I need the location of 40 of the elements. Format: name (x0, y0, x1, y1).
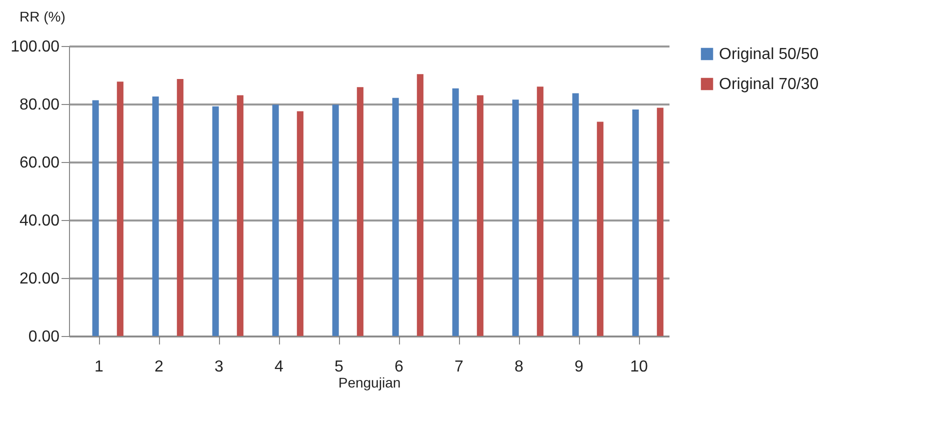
bar (332, 104, 339, 336)
bar (356, 87, 364, 336)
y-tick-label: 20.00 (19, 270, 60, 288)
bar (272, 104, 279, 336)
bar (152, 96, 159, 336)
bar (656, 108, 664, 336)
bar (512, 100, 519, 336)
y-tick-label: 100.00 (10, 38, 60, 56)
bar (296, 111, 304, 336)
bar (212, 106, 219, 336)
y-tick-label: 60.00 (19, 154, 60, 172)
x-tick-label: 5 (334, 358, 344, 376)
x-tick-label: 1 (94, 358, 104, 376)
x-tick-label: 3 (214, 358, 224, 376)
bar (596, 122, 604, 336)
bar (632, 110, 639, 336)
bar (236, 95, 244, 336)
bar (452, 88, 459, 336)
y-tick-label: 0.00 (28, 328, 60, 346)
bar (392, 98, 399, 336)
x-tick-label: 6 (394, 358, 404, 376)
bar (176, 79, 184, 336)
x-tick-label: 7 (454, 358, 464, 376)
x-tick-label: 4 (274, 358, 284, 376)
x-tick-label: 8 (514, 358, 524, 376)
bar (536, 86, 544, 336)
legend-label: Original 70/30 (719, 76, 819, 93)
legend-label: Original 50/50 (719, 46, 819, 63)
y-tick-label: 40.00 (19, 212, 60, 230)
bar (92, 100, 99, 336)
y-tick-label: 80.00 (19, 96, 60, 114)
bar (572, 93, 579, 336)
bar (476, 95, 484, 336)
x-tick-label: 2 (154, 358, 164, 376)
bar (416, 74, 424, 336)
bar (116, 82, 124, 336)
x-tick-label: 10 (630, 358, 648, 376)
x-axis-title: Pengujian (338, 374, 401, 390)
x-tick-label: 9 (574, 358, 584, 376)
y-axis-title: RR (%) (20, 8, 66, 24)
